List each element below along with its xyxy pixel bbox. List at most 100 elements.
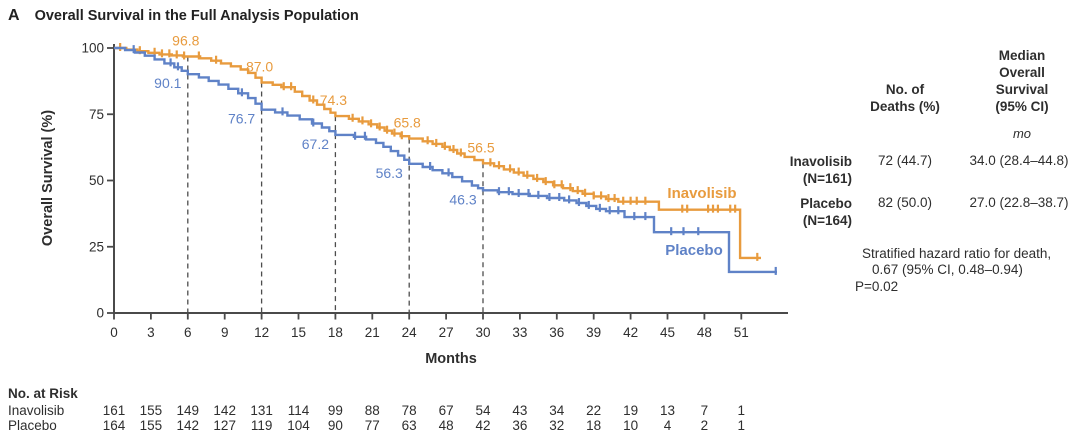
x-tick-label: 45 <box>660 325 675 340</box>
risk-count: 1 <box>737 418 746 433</box>
survival-annotation: 87.0 <box>246 58 273 74</box>
median-value-inavolisib: 34.0 (28.4–44.8) <box>969 153 1069 168</box>
x-tick-label: 51 <box>734 325 749 340</box>
header-line: Median <box>998 48 1046 63</box>
risk-count: 88 <box>364 403 380 418</box>
header-line: (95% CI) <box>995 99 1049 114</box>
curve-label-placebo: Placebo <box>665 242 723 259</box>
survival-annotation: 46.3 <box>449 191 476 207</box>
risk-count: 90 <box>327 418 343 433</box>
arm-n: (N=161) <box>802 171 852 186</box>
arm-n: (N=164) <box>802 213 852 228</box>
risk-count: 131 <box>250 403 273 418</box>
risk-count: 164 <box>102 418 126 433</box>
risk-count: 142 <box>213 403 236 418</box>
x-tick-label: 42 <box>623 325 638 340</box>
y-tick-label: 75 <box>89 107 104 122</box>
risk-count: 32 <box>549 418 565 433</box>
y-tick-label: 50 <box>89 173 104 188</box>
risk-count: 54 <box>475 403 491 418</box>
x-tick-label: 12 <box>254 325 269 340</box>
x-tick-label: 36 <box>549 325 564 340</box>
x-tick-label: 24 <box>402 325 418 340</box>
risk-count: 48 <box>438 418 454 433</box>
survival-annotation: 90.1 <box>154 75 181 91</box>
risk-count: 142 <box>176 418 200 433</box>
risk-count: 10 <box>623 418 639 433</box>
x-tick-label: 3 <box>147 325 155 340</box>
risk-count: 161 <box>102 403 126 418</box>
deaths-value-inavolisib: 72 (44.7) <box>877 153 933 168</box>
unit-label: mo <box>1012 126 1032 141</box>
risk-count: 7 <box>700 403 709 418</box>
risk-count: 149 <box>176 403 200 418</box>
risk-count: 114 <box>287 403 310 418</box>
risk-count: 99 <box>327 403 343 418</box>
risk-count: 42 <box>475 418 491 433</box>
x-tick-label: 48 <box>697 325 712 340</box>
x-tick-label: 27 <box>439 325 454 340</box>
x-tick-label: 39 <box>586 325 601 340</box>
deaths-column-header: No. of Deaths (%) <box>825 81 985 115</box>
arm-name: Placebo <box>800 196 852 211</box>
risk-count: 4 <box>663 418 672 433</box>
header-line: Overall <box>999 65 1045 80</box>
survival-curve-placebo <box>114 46 777 274</box>
risk-count: 18 <box>586 418 602 433</box>
risk-table-heading: No. at Risk <box>8 386 78 401</box>
risk-count: 2 <box>700 418 709 433</box>
risk-count: 127 <box>213 418 236 433</box>
survival-annotation: 76.7 <box>228 111 255 127</box>
risk-count: 19 <box>623 403 639 418</box>
risk-row-label: Inavolisib <box>8 403 65 418</box>
y-axis-label: Overall Survival (%) <box>40 110 56 246</box>
survival-annotation: 74.3 <box>320 92 347 108</box>
risk-count: 78 <box>401 403 417 418</box>
x-tick-label: 18 <box>328 325 343 340</box>
survival-annotation: 65.8 <box>394 115 421 131</box>
y-tick-label: 25 <box>89 239 104 254</box>
survival-annotation: 56.5 <box>467 139 494 155</box>
x-tick-label: 15 <box>291 325 306 340</box>
x-tick-label: 33 <box>512 325 527 340</box>
survival-annotation: 67.2 <box>302 136 329 152</box>
header-line: Deaths (%) <box>870 99 940 114</box>
risk-count: 43 <box>512 403 528 418</box>
panel-label: A <box>8 7 20 24</box>
x-axis-label: Months <box>425 351 477 367</box>
header-line: No. of <box>885 82 925 97</box>
risk-row-label: Placebo <box>8 418 57 433</box>
risk-count: 77 <box>364 418 380 433</box>
risk-count: 119 <box>250 418 273 433</box>
header-line: Survival <box>995 82 1049 97</box>
risk-count: 155 <box>139 403 163 418</box>
x-tick-label: 9 <box>221 325 229 340</box>
survival-annotation: 96.8 <box>172 32 199 48</box>
median-value-placebo: 27.0 (22.8–38.7) <box>969 195 1069 210</box>
survival-curve-inavolisib <box>114 46 761 260</box>
page-title: Overall Survival in the Full Analysis Po… <box>34 8 359 24</box>
x-tick-label: 30 <box>475 325 490 340</box>
risk-count: 1 <box>737 403 746 418</box>
x-tick-label: 21 <box>365 325 380 340</box>
hazard-ratio-note-line: 0.67 (95% CI, 0.48–0.94) <box>872 262 1023 277</box>
hazard-ratio-note-line: Stratified hazard ratio for death, <box>862 246 1052 261</box>
risk-count: 104 <box>287 418 310 433</box>
curve-label-inavolisib: Inavolisib <box>667 185 736 202</box>
y-tick-label: 0 <box>96 306 104 321</box>
x-tick-label: 6 <box>184 325 192 340</box>
deaths-value-placebo: 82 (50.0) <box>877 195 933 210</box>
risk-count: 155 <box>139 418 163 433</box>
arm-name: Inavolisib <box>789 154 852 169</box>
risk-count: 13 <box>659 403 676 418</box>
p-value: P=0.02 <box>855 279 899 294</box>
x-tick-label: 0 <box>110 325 118 340</box>
stats-row-label-placebo: Placebo (N=164) <box>740 195 852 229</box>
median-column-header: Median Overall Survival (95% CI) <box>942 47 1080 115</box>
risk-count: 67 <box>438 403 454 418</box>
risk-count: 34 <box>549 403 565 418</box>
risk-count: 63 <box>401 418 417 433</box>
y-tick-label: 100 <box>81 41 104 56</box>
